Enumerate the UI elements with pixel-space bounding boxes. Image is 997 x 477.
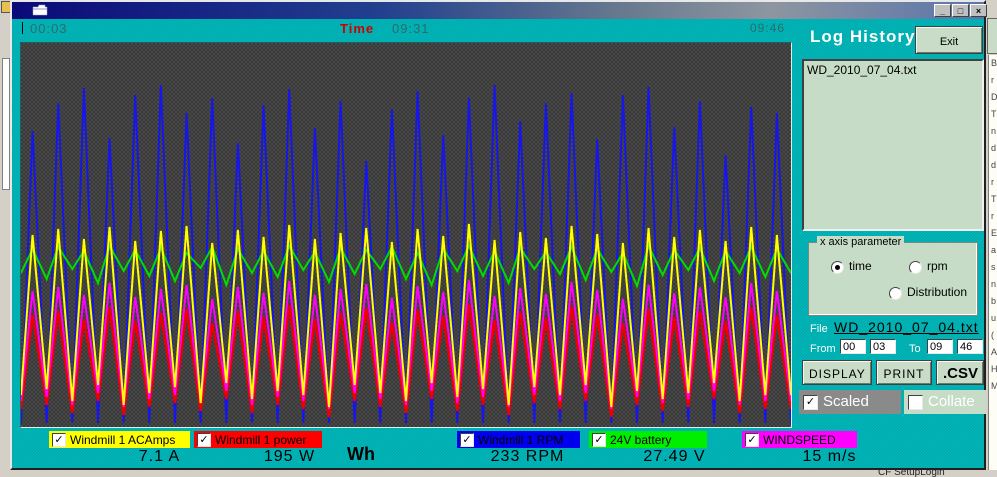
to-minute-input[interactable]: [957, 339, 983, 354]
power-label: Windmill 1 power: [215, 432, 307, 447]
title-bar: _ □ ×: [12, 2, 987, 19]
waveform-svg: [21, 84, 791, 424]
legend-chip-acamps: ✓ Windmill 1 ACAmps: [49, 431, 190, 448]
legend-chip-power: ✓ Windmill 1 power: [194, 431, 322, 448]
collate-option: Collate: [904, 390, 986, 414]
log-file-item[interactable]: WD_2010_07_04.txt: [807, 63, 917, 77]
windspeed-label: WINDSPEED: [763, 432, 836, 447]
folder-icon: [32, 4, 48, 16]
background-scrollbar-fragment: [2, 58, 10, 190]
main-window: _ □ × 00:03 Time 09:31 09:46 Log History…: [10, 0, 987, 470]
windspeed-value: 15 m/s: [802, 448, 857, 465]
background-text-fragment: B r D T n d d r T r E a s n b u ( A H M: [988, 55, 997, 470]
scaled-option: ✓ Scaled: [799, 390, 901, 414]
from-label: From: [810, 343, 836, 355]
scaled-checkbox[interactable]: ✓: [803, 395, 818, 410]
legend-chip-rpm: ✓ Windmill 1 RPM: [457, 431, 580, 448]
battery-value: 27.49 V: [643, 448, 706, 465]
minimize-button[interactable]: _: [934, 4, 951, 17]
rpm-value: 233 RPM: [490, 448, 565, 465]
to-label: To: [909, 343, 921, 355]
scaled-label: Scaled: [823, 393, 869, 410]
from-hour-input[interactable]: [840, 339, 866, 354]
radio-time[interactable]: [831, 261, 844, 274]
file-label: File: [810, 323, 828, 335]
time-axis-tick: [22, 22, 23, 34]
background-taskbar-edge: CF SetupLogin: [0, 470, 997, 477]
log-file-list[interactable]: WD_2010_07_04.txt: [802, 59, 984, 231]
csv-button[interactable]: .CSV: [936, 360, 984, 385]
radio-rpm[interactable]: [909, 261, 922, 274]
battery-checkbox[interactable]: ✓: [592, 432, 606, 447]
rpm-label: Windmill 1 RPM: [478, 432, 564, 447]
battery-label: 24V battery: [610, 432, 672, 447]
legend-chip-windspeed: ✓ WINDSPEED: [742, 431, 857, 448]
background-button-fragment: [987, 18, 997, 54]
power-checkbox[interactable]: ✓: [197, 432, 211, 447]
legend-chip-battery: ✓ 24V battery: [589, 431, 707, 448]
radio-rpm-label: rpm: [927, 259, 948, 273]
wh-label: Wh: [347, 444, 375, 464]
collate-checkbox[interactable]: [908, 395, 923, 410]
close-button[interactable]: ×: [970, 4, 987, 17]
log-history-title: Log History: [810, 27, 916, 46]
acamps-value: 7.1 A: [138, 448, 181, 465]
time-current-label: 09:31: [392, 21, 430, 36]
rpm-checkbox[interactable]: ✓: [460, 432, 474, 447]
time-title-label: Time: [340, 21, 375, 36]
acamps-checkbox[interactable]: ✓: [52, 432, 66, 447]
radio-distribution-label: Distribution: [907, 285, 968, 299]
maximize-button[interactable]: □: [952, 4, 969, 17]
print-button[interactable]: PRINT: [876, 360, 932, 385]
background-window-right-edge: B r D T n d d r T r E a s n b u ( A H M: [986, 0, 997, 477]
exit-button[interactable]: Exit: [915, 26, 983, 54]
power-value: 195 W: [263, 448, 316, 465]
x-axis-group-label: x axis parameter: [817, 236, 905, 248]
taskbar-text-fragment: CF SetupLogin: [878, 470, 945, 477]
radio-time-label: time: [849, 259, 872, 273]
radio-distribution[interactable]: [889, 287, 902, 300]
acamps-label: Windmill 1 ACAmps: [70, 432, 176, 447]
collate-label: Collate: [928, 393, 975, 410]
display-button[interactable]: DISPLAY: [802, 360, 872, 385]
from-minute-input[interactable]: [870, 339, 896, 354]
to-hour-input[interactable]: [927, 339, 953, 354]
time-end-label: 09:46: [750, 21, 786, 35]
windspeed-checkbox[interactable]: ✓: [745, 432, 759, 447]
x-axis-parameter-group: x axis parameter time rpm Distribution: [808, 236, 978, 316]
chart-plot: [20, 42, 792, 428]
time-start-label: 00:03: [30, 21, 68, 36]
file-name: WD_2010_07_04.txt: [834, 319, 979, 335]
